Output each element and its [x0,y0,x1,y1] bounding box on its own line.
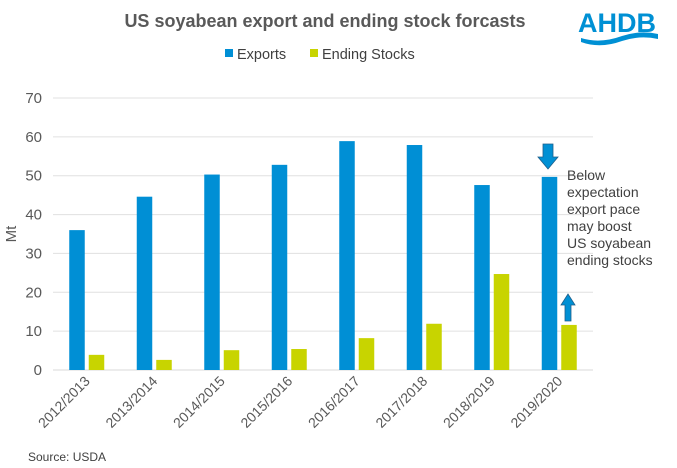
bar-ending-stocks [291,349,307,370]
annotation-line: Below [567,167,606,183]
bar-exports [271,164,288,370]
bar-ending-stocks [426,323,442,370]
y-tick-label: 10 [25,323,42,340]
annotation: Below expectation export pace may boost … [537,143,653,322]
bar-exports [339,141,355,370]
y-tick-label: 30 [25,245,42,262]
legend-label-exports: Exports [237,47,286,63]
bar-exports [474,185,490,370]
legend-swatch-exports [225,49,233,57]
y-axis-ticks: 0 10 20 30 40 50 60 70 [25,90,42,379]
y-tick-label: 50 [25,168,42,185]
x-tick-label: 2016/2017 [305,373,363,431]
legend-label-ending-stocks: Ending Stocks [322,47,415,63]
annotation-line: export pace [567,201,640,217]
y-tick-label: 70 [25,90,42,107]
annotation-line: ending stocks [567,252,653,268]
legend: Exports Ending Stocks [225,47,415,63]
logo-wave [581,32,658,46]
bar-ending-stocks [223,350,240,370]
x-tick-label: 2018/2019 [440,373,498,431]
chart-title: US soyabean export and ending stock forc… [124,11,525,31]
bars [69,141,577,370]
bar-ending-stocks [156,359,172,370]
legend-swatch-ending-stocks [310,49,318,57]
arrow-down-icon [537,143,559,170]
x-axis-ticks: 2012/2013 2013/2014 2014/2015 2015/2016 2016… [35,373,566,431]
bar-exports [406,145,423,370]
gridlines [53,97,593,371]
y-tick-label: 60 [25,129,42,146]
bar-ending-stocks [358,338,375,370]
source-note: Source: USDA [28,450,106,464]
bar-exports [69,230,85,370]
bar-exports [204,174,220,370]
annotation-line: US soyabean [567,235,651,251]
annotation-line: may boost [567,218,632,234]
bar-exports [136,196,153,370]
y-tick-label: 0 [34,362,42,379]
x-tick-label: 2019/2020 [507,373,565,431]
y-tick-label: 20 [25,284,42,301]
x-tick-label: 2012/2013 [35,373,93,431]
x-tick-label: 2015/2016 [237,373,295,431]
bar-exports [541,176,558,370]
ahdb-logo: AHDB [578,8,658,46]
arrow-up-icon [560,293,576,322]
bar-ending-stocks [88,354,105,370]
x-tick-label: 2013/2014 [102,373,160,431]
y-axis-label: Mt [3,225,20,242]
x-tick-label: 2014/2015 [170,373,228,431]
y-tick-label: 40 [25,207,42,224]
bar-ending-stocks [493,274,510,370]
bar-ending-stocks [561,324,577,370]
annotation-line: expectation [567,184,639,200]
x-tick-label: 2017/2018 [372,373,430,431]
